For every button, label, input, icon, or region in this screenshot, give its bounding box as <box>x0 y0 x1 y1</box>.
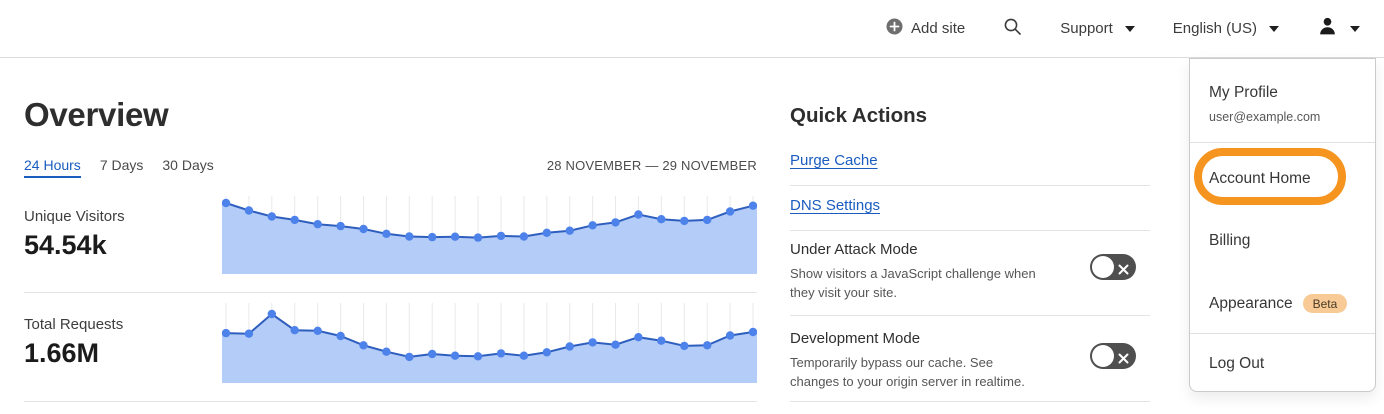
divider <box>1190 333 1375 334</box>
menu-item-account-home[interactable]: Account Home <box>1209 170 1311 187</box>
development-mode-description: Temporarily bypass our cache. See change… <box>790 355 1025 389</box>
under-attack-mode-title: Under Attack Mode <box>790 241 918 258</box>
analytics-panel: Overview 24 Hours 7 Days 30 Days 28 NOVE… <box>24 0 757 414</box>
user-icon <box>1317 16 1338 41</box>
development-mode-row: Development Mode Temporarily bypass our … <box>790 316 1150 402</box>
under-attack-mode-row: Under Attack Mode Show visitors a JavaSc… <box>790 231 1150 316</box>
add-site-button[interactable]: Add site <box>886 18 965 39</box>
divider <box>1190 142 1375 143</box>
menu-item-my-profile[interactable]: My Profile <box>1209 84 1278 101</box>
toggle-knob <box>1092 256 1114 278</box>
under-attack-mode-description: Show visitors a JavaScript challenge whe… <box>790 266 1036 300</box>
caret-down-icon <box>1350 25 1360 32</box>
support-label: Support <box>1060 20 1113 37</box>
add-site-label: Add site <box>911 20 966 37</box>
tab-7-days[interactable]: 7 Days <box>99 157 144 173</box>
appearance-label: Appearance <box>1209 294 1293 312</box>
toggle-off-x-icon <box>1118 351 1129 369</box>
language-menu[interactable]: English (US) <box>1173 20 1279 37</box>
top-nav: Add site Support English (US) <box>0 0 1384 58</box>
support-menu[interactable]: Support <box>1060 20 1135 37</box>
dns-settings-link[interactable]: DNS Settings <box>790 197 881 214</box>
divider <box>24 292 757 293</box>
caret-down-icon <box>1124 25 1135 32</box>
tab-24-hours[interactable]: 24 Hours <box>24 157 81 178</box>
quick-actions-panel: Quick Actions Purge Cache DNS Settings U… <box>790 0 1150 402</box>
menu-item-appearance[interactable]: Appearance Beta <box>1209 294 1348 313</box>
unique-visitors-label: Unique Visitors <box>24 208 125 225</box>
total-requests-label: Total Requests <box>24 316 124 333</box>
beta-badge: Beta <box>1302 294 1348 313</box>
menu-item-log-out[interactable]: Log Out <box>1209 355 1265 372</box>
tab-30-days[interactable]: 30 Days <box>162 157 214 173</box>
toggle-off-x-icon <box>1118 262 1129 280</box>
unique-visitors-value: 54.54k <box>24 230 107 260</box>
purge-cache-row: Purge Cache <box>790 152 1150 186</box>
total-requests-value: 1.66M <box>24 338 100 368</box>
toggle-knob <box>1092 345 1114 367</box>
page-title: Overview <box>24 96 169 133</box>
search-button[interactable] <box>1003 17 1022 40</box>
user-menu-button[interactable] <box>1317 16 1360 41</box>
user-dropdown-menu: My Profile user@example.com Account Home… <box>1189 58 1376 392</box>
unique-visitors-chart <box>222 196 757 274</box>
total-requests-chart <box>222 303 757 383</box>
unique-visitors-row: Unique Visitors 54.54k <box>24 196 757 274</box>
language-label: English (US) <box>1172 20 1257 37</box>
divider <box>24 401 757 402</box>
development-mode-toggle[interactable] <box>1090 343 1136 369</box>
metrics-section: Unique Visitors 54.54k Total Requests 1.… <box>24 196 757 402</box>
add-circle-icon <box>886 18 903 39</box>
dns-settings-row: DNS Settings <box>790 186 1150 231</box>
quick-actions-title: Quick Actions <box>790 104 928 127</box>
user-email: user@example.com <box>1209 110 1321 124</box>
total-requests-row: Total Requests 1.66M <box>24 303 757 383</box>
time-range-tabs: 24 Hours 7 Days 30 Days 28 NOVEMBER — 29… <box>24 157 757 178</box>
menu-item-billing[interactable]: Billing <box>1209 232 1251 249</box>
date-range-label: 28 NOVEMBER — 29 NOVEMBER <box>546 158 757 173</box>
under-attack-mode-toggle[interactable] <box>1090 254 1136 280</box>
caret-down-icon <box>1269 25 1279 32</box>
development-mode-title: Development Mode <box>790 330 921 347</box>
purge-cache-link[interactable]: Purge Cache <box>790 152 878 169</box>
search-icon <box>1003 17 1022 40</box>
